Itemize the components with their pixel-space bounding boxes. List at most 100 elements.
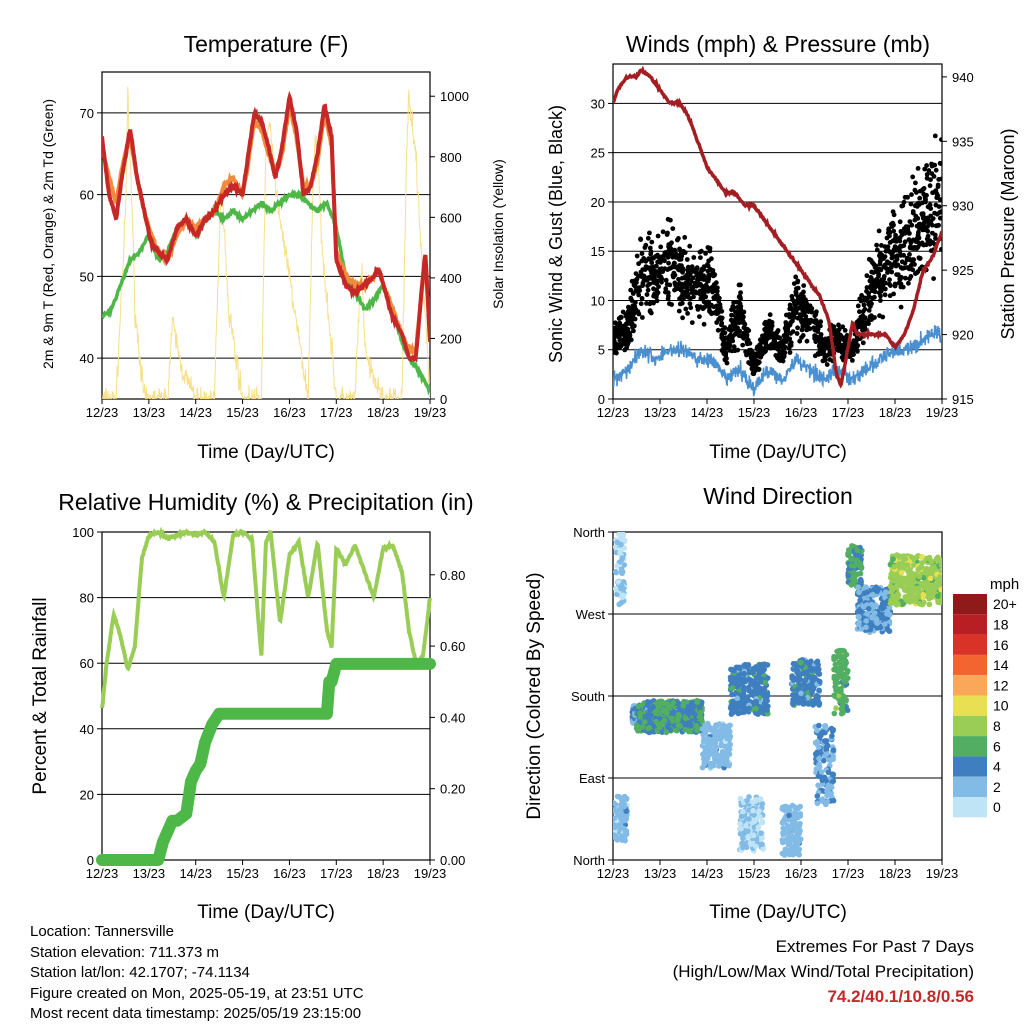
wind-direction-point bbox=[750, 832, 757, 838]
gust-point bbox=[670, 226, 676, 232]
wind-direction-point bbox=[843, 678, 849, 685]
gust-point bbox=[636, 292, 642, 298]
wind-direction-point bbox=[826, 757, 832, 763]
gust-point bbox=[716, 295, 722, 301]
gust-point bbox=[824, 362, 830, 367]
wind-direction-point bbox=[856, 613, 862, 620]
wind-direction-point bbox=[796, 851, 802, 857]
wind-direction-point bbox=[890, 556, 896, 562]
gust-point bbox=[891, 228, 897, 234]
gust-point bbox=[897, 235, 903, 241]
wind-direction-point bbox=[786, 812, 792, 819]
wind-direction-point bbox=[815, 782, 821, 789]
gust-point bbox=[647, 309, 653, 314]
gust-point bbox=[671, 264, 677, 270]
gust-point bbox=[780, 344, 785, 350]
gust-point bbox=[933, 167, 939, 173]
humidity-title: Relative Humidity (%) & Precipitation (i… bbox=[58, 489, 473, 515]
gust-point bbox=[838, 333, 844, 339]
wind-direction-point bbox=[698, 699, 705, 705]
temperature-xlabel: Time (Day/UTC) bbox=[197, 442, 335, 463]
gust-point bbox=[687, 301, 693, 307]
gust-point bbox=[794, 331, 800, 336]
gust-point bbox=[616, 332, 621, 338]
gust-point bbox=[818, 332, 824, 337]
y2-tick-label: 920 bbox=[952, 328, 974, 343]
wind-direction-point bbox=[814, 727, 820, 734]
gust-point bbox=[801, 302, 806, 307]
gust-point bbox=[927, 238, 933, 244]
gust-point bbox=[815, 326, 821, 332]
wind-direction-point bbox=[745, 834, 751, 840]
wind-direction-point bbox=[702, 730, 709, 736]
wind-direction-point bbox=[788, 836, 795, 843]
gust-point bbox=[816, 352, 821, 357]
gust-point bbox=[876, 273, 881, 279]
gust-point bbox=[697, 249, 703, 255]
x-tick-label: 18/23 bbox=[879, 866, 912, 881]
wind-direction-point bbox=[829, 733, 835, 739]
wind-direction-point bbox=[702, 746, 709, 752]
wind-direction-point bbox=[809, 667, 815, 674]
wind-direction-point bbox=[894, 552, 900, 558]
gust-point bbox=[868, 275, 874, 280]
gust-point bbox=[707, 248, 713, 254]
y2-tick-label: 0.60 bbox=[440, 639, 465, 654]
wind-direction-point bbox=[863, 624, 869, 631]
wind-direction-point bbox=[618, 557, 625, 564]
wind-direction-point bbox=[675, 711, 682, 718]
wind-direction-point bbox=[938, 586, 942, 593]
gust-point bbox=[927, 241, 933, 247]
gust-point bbox=[626, 334, 632, 340]
gust-point bbox=[928, 213, 934, 219]
humidity-panel: Relative Humidity (%) & Precipitation (i… bbox=[30, 489, 474, 923]
gust-point bbox=[768, 326, 774, 332]
gust-point bbox=[775, 346, 781, 352]
wind-direction-point bbox=[621, 562, 628, 568]
gust-point bbox=[628, 321, 634, 327]
gust-point bbox=[706, 258, 712, 264]
x-tick-label: 17/23 bbox=[832, 405, 865, 420]
gust-point bbox=[804, 338, 810, 344]
speed-legend: 20+ 18 16 14 12 10 8 6 4 2 0 bbox=[953, 594, 1017, 818]
wind-direction-point bbox=[786, 851, 793, 858]
gust-point bbox=[723, 353, 729, 358]
gust-point bbox=[652, 291, 657, 297]
winds-ylabel: Sonic Wind & Gust (Blue, Black) bbox=[546, 105, 566, 363]
y2-tick-label: 930 bbox=[952, 199, 974, 214]
gust-point bbox=[857, 296, 863, 302]
wind-direction-point bbox=[936, 578, 942, 585]
gust-point bbox=[736, 316, 742, 322]
wind-direction-point bbox=[911, 555, 918, 562]
wind-direction-point bbox=[787, 831, 793, 838]
gust-point bbox=[849, 347, 855, 352]
wind-direction-point bbox=[620, 585, 627, 592]
wind-direction-point bbox=[701, 760, 708, 766]
gust-point bbox=[677, 257, 682, 262]
wind-direction-point bbox=[762, 679, 769, 686]
gust-point bbox=[939, 137, 942, 142]
gust-point bbox=[666, 293, 671, 299]
gust-point bbox=[840, 348, 846, 354]
wind-direction-point bbox=[691, 710, 697, 717]
gust-point bbox=[649, 260, 655, 266]
extremes-title: Extremes For Past 7 Days bbox=[775, 937, 974, 956]
gust-point bbox=[887, 277, 892, 283]
wind-direction-point bbox=[637, 710, 643, 716]
gust-point bbox=[624, 321, 629, 326]
gust-point bbox=[770, 342, 776, 348]
wind-direction-point bbox=[617, 549, 623, 556]
wind-direction-point bbox=[780, 839, 786, 846]
gust-point bbox=[864, 285, 870, 290]
legend-label: 16 bbox=[993, 637, 1009, 653]
wind-direction-point bbox=[935, 554, 941, 561]
gust-point bbox=[906, 237, 912, 243]
wind-direction-point bbox=[834, 688, 841, 694]
wind-direction-point bbox=[634, 725, 640, 732]
wind-direction-point bbox=[784, 822, 791, 829]
wind-direction-point bbox=[713, 722, 719, 728]
y-tick-label: 40 bbox=[80, 351, 94, 366]
wind-direction-point bbox=[654, 727, 661, 734]
gust-point bbox=[671, 270, 677, 276]
wind-direction-point bbox=[653, 718, 660, 725]
